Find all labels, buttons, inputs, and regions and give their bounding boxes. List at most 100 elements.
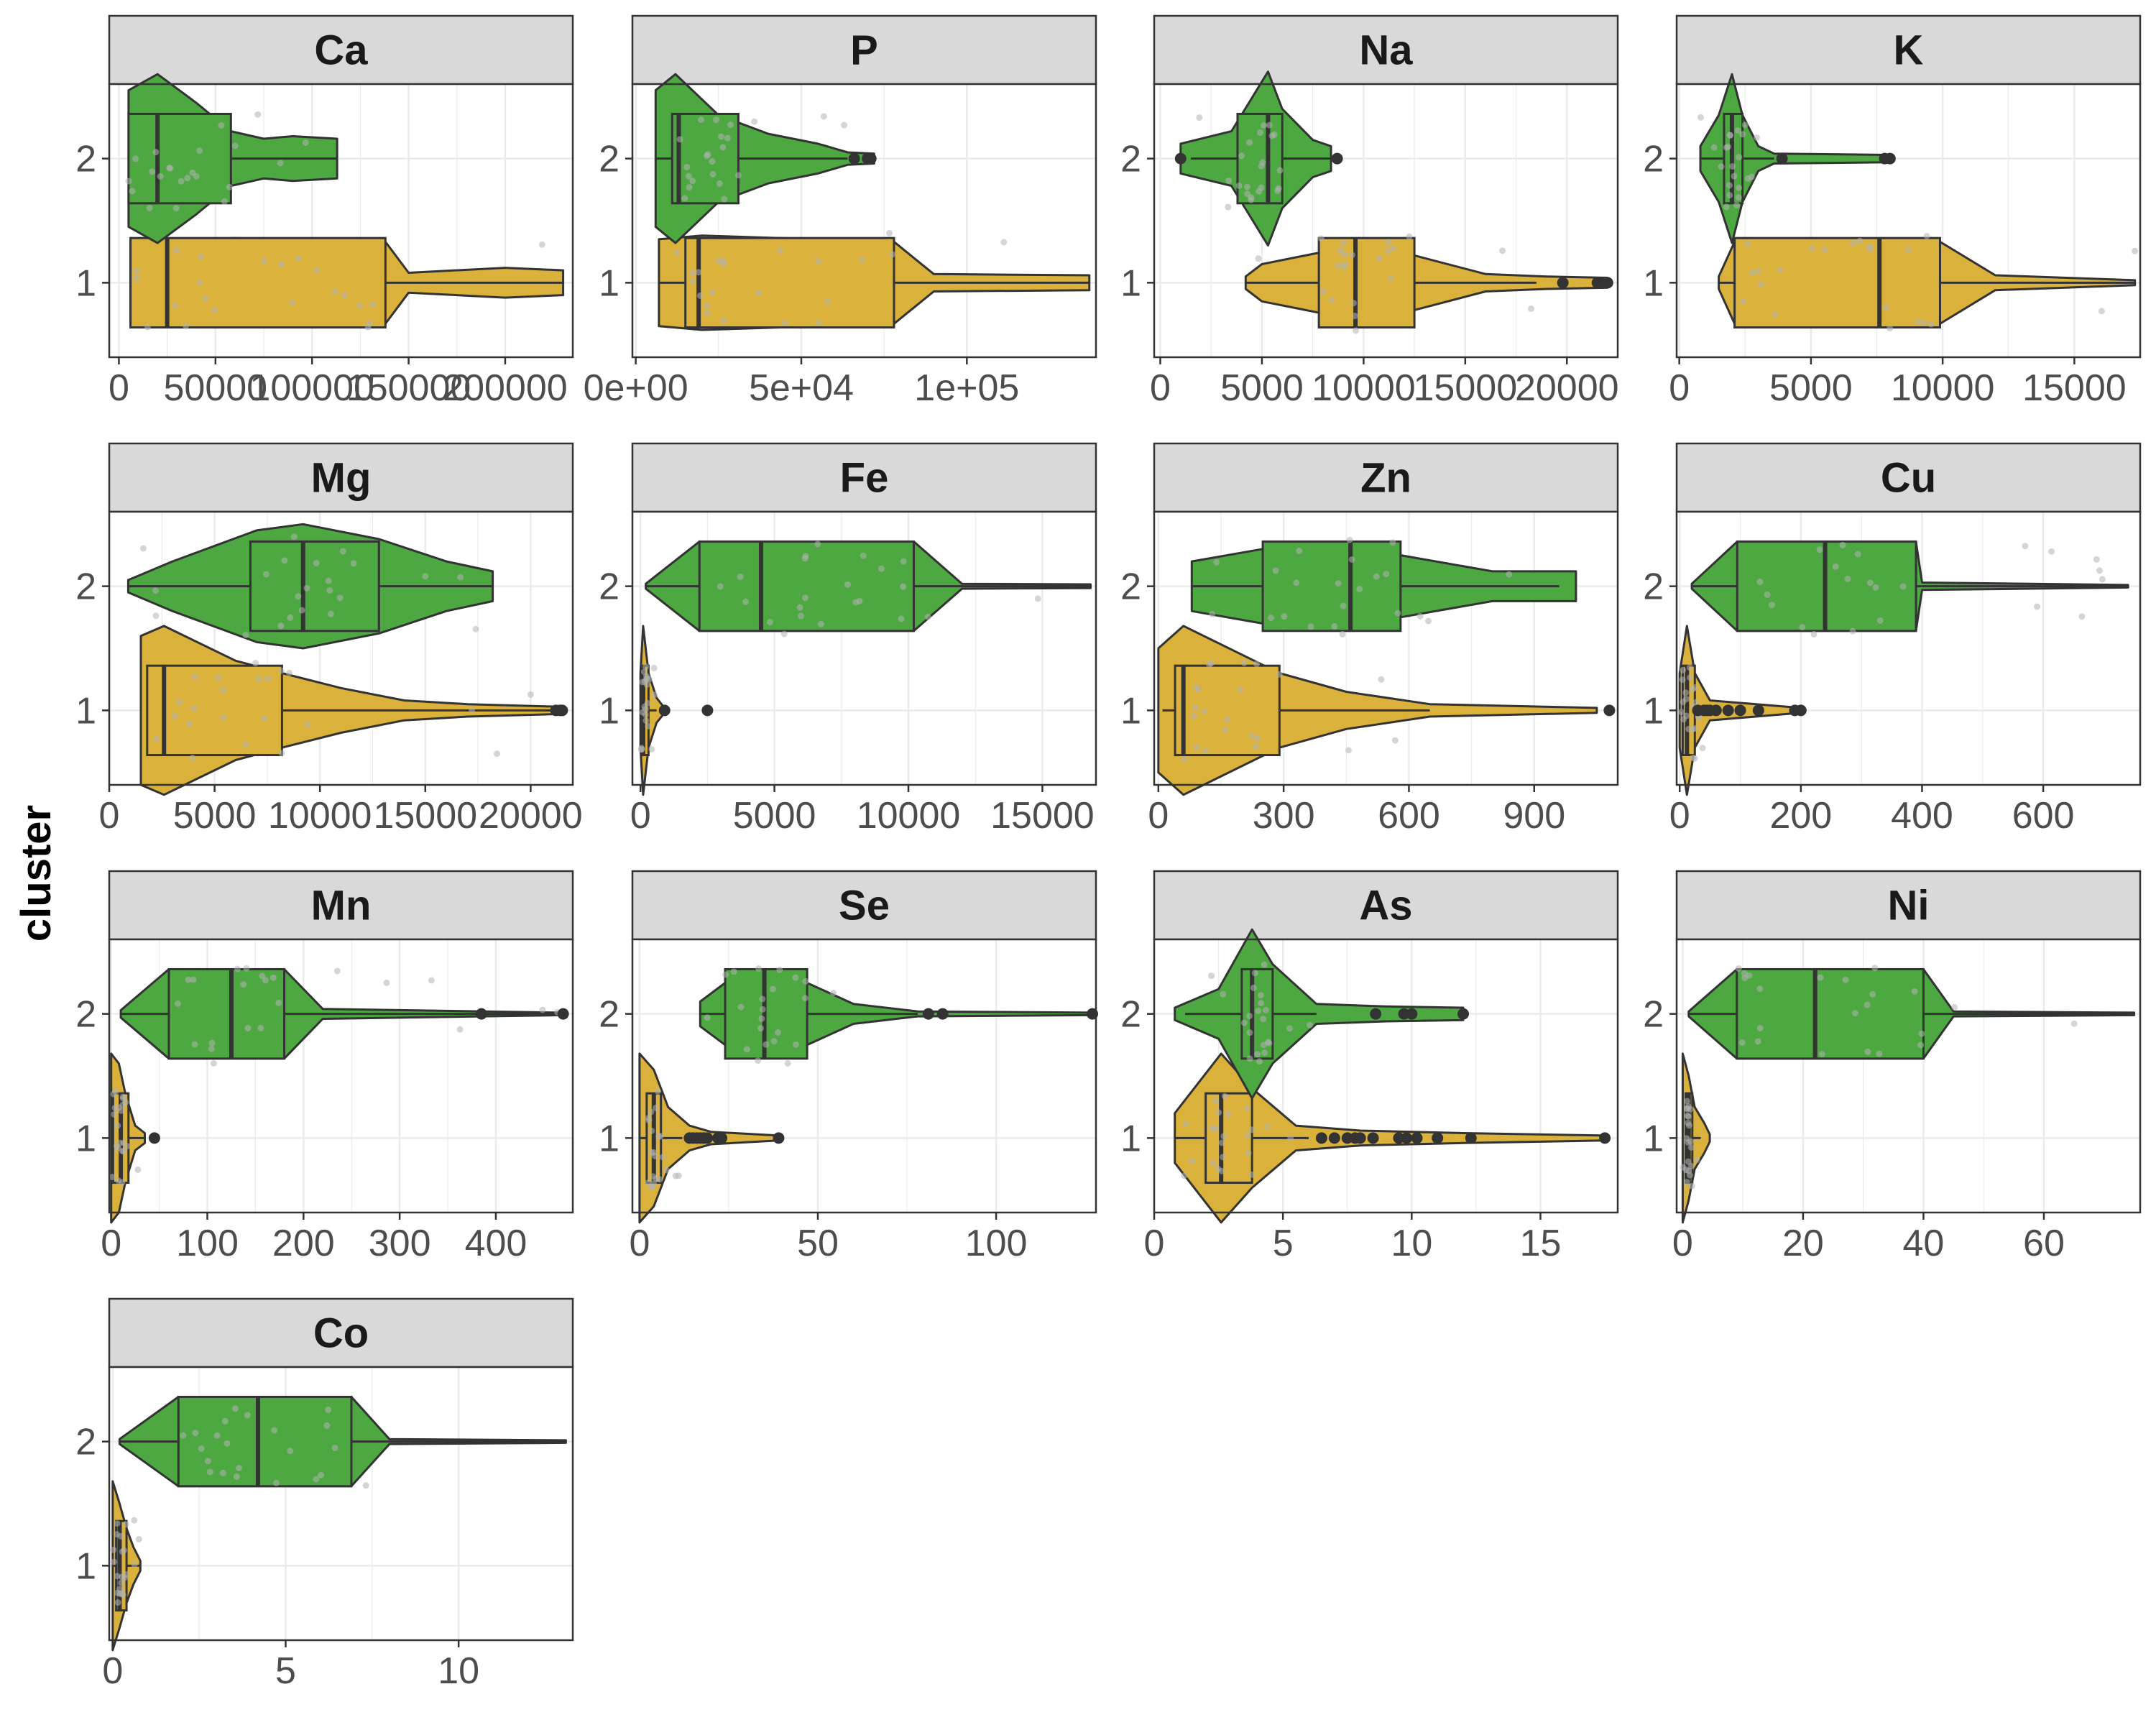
jitter-point: [796, 604, 803, 611]
jitter-point: [109, 1174, 116, 1181]
jitter-point: [327, 610, 334, 617]
jitter-point: [1268, 132, 1276, 139]
jitter-point: [527, 691, 534, 698]
jitter-point: [173, 247, 180, 254]
jitter-point: [1749, 269, 1756, 276]
jitter-point: [124, 1143, 131, 1150]
jitter-point: [111, 1558, 118, 1565]
outlier-point: [1331, 152, 1343, 165]
jitter-point: [689, 178, 696, 185]
jitter-point: [185, 976, 192, 983]
jitter-point: [1257, 992, 1264, 999]
jitter-point: [757, 1025, 764, 1032]
strip-title: P: [850, 27, 878, 74]
jitter-point: [244, 1024, 252, 1031]
jitter-point: [428, 977, 435, 984]
jitter-point: [224, 1440, 231, 1447]
jitter-point: [114, 1520, 121, 1527]
x-tick-label: 100: [176, 1223, 239, 1264]
x-tick-label: 20: [1782, 1223, 1824, 1264]
jitter-point: [1317, 235, 1325, 242]
jitter-point: [1757, 281, 1764, 288]
jitter-point: [1296, 547, 1303, 554]
jitter-point: [1221, 1092, 1228, 1100]
jitter-point: [2078, 613, 2086, 620]
x-tick-label: 10000: [857, 795, 961, 837]
y-axis: 12: [1120, 566, 1154, 732]
jitter-point: [125, 178, 132, 185]
jitter-point: [176, 699, 183, 706]
jitter-points: [1196, 114, 1284, 211]
jitter-point: [642, 711, 649, 718]
jitter-point: [219, 686, 226, 694]
jitter-point: [1951, 1003, 1958, 1011]
jitter-point: [1385, 247, 1392, 254]
panel-border: [108, 510, 574, 786]
jitter-point: [208, 1039, 216, 1046]
jitter-point: [1261, 1049, 1268, 1057]
jitter-point: [261, 714, 268, 722]
series-cluster-2: [699, 965, 1099, 1067]
jitter-point: [1275, 185, 1282, 192]
jitter-point: [302, 139, 309, 146]
jitter-point: [648, 745, 655, 753]
jitter-point: [1208, 972, 1215, 980]
y-tick-label: 1: [1120, 262, 1141, 304]
y-axis: 12: [75, 1422, 109, 1587]
outlier-point: [148, 1132, 160, 1144]
y-tick-label: 2: [1643, 994, 1664, 1036]
jitter-points: [110, 1517, 142, 1606]
jitter-point: [326, 586, 333, 594]
jitter-point: [648, 1108, 655, 1116]
y-tick-label: 2: [75, 139, 96, 180]
outlier-point: [1354, 1132, 1366, 1144]
jitter-point: [211, 306, 218, 313]
y-axis: 12: [1643, 566, 1677, 732]
jitter-point: [784, 1060, 791, 1067]
series-cluster-2: [125, 73, 338, 244]
jitter-point: [1276, 167, 1284, 174]
jitter-points: [1181, 1092, 1294, 1179]
x-tick-label: 40: [1903, 1223, 1945, 1264]
jitter-point: [183, 322, 190, 329]
outlier-point: [1315, 1132, 1327, 1144]
jitter-point: [1250, 984, 1257, 991]
jitter-point: [210, 1059, 217, 1067]
jitter-point: [2022, 543, 2029, 550]
jitter-point: [1864, 1001, 1871, 1008]
jitter-point: [1817, 974, 1824, 981]
jitter-points: [645, 1087, 682, 1191]
jitter-point: [472, 625, 479, 632]
y-tick-label: 1: [1120, 1118, 1141, 1159]
jitter-point: [110, 1546, 117, 1553]
jitter-point: [797, 612, 804, 620]
jitter-point: [178, 178, 185, 185]
jitter-point: [231, 142, 239, 150]
jitter-point: [135, 1536, 142, 1543]
y-tick-label: 1: [599, 262, 619, 304]
x-tick-label: 15000: [1414, 367, 1518, 409]
jitter-point: [720, 260, 727, 267]
outlier-point: [1401, 1132, 1413, 1144]
jitter-point: [2096, 567, 2104, 574]
jitter-points: [125, 111, 309, 212]
jitter-point: [1390, 244, 1397, 252]
jitter-point: [1181, 1172, 1188, 1179]
jitter-points: [1181, 659, 1399, 763]
jitter-point: [689, 270, 696, 277]
jitter-point: [1235, 182, 1243, 189]
jitter-point: [1682, 1167, 1690, 1174]
outlier-point: [1411, 1132, 1423, 1144]
jitter-points: [180, 1405, 369, 1489]
jitter-point: [1348, 252, 1355, 259]
jitter-point: [1000, 239, 1008, 246]
jitter-point: [117, 1532, 124, 1540]
panel-border: [1153, 510, 1619, 786]
jitter-point: [206, 1468, 213, 1476]
x-tick-label: 10000: [268, 795, 372, 837]
outlier-point: [1599, 1132, 1611, 1144]
jitter-point: [1254, 735, 1261, 742]
jitter-point: [1734, 126, 1741, 134]
x-tick-label: 0: [1669, 367, 1690, 409]
